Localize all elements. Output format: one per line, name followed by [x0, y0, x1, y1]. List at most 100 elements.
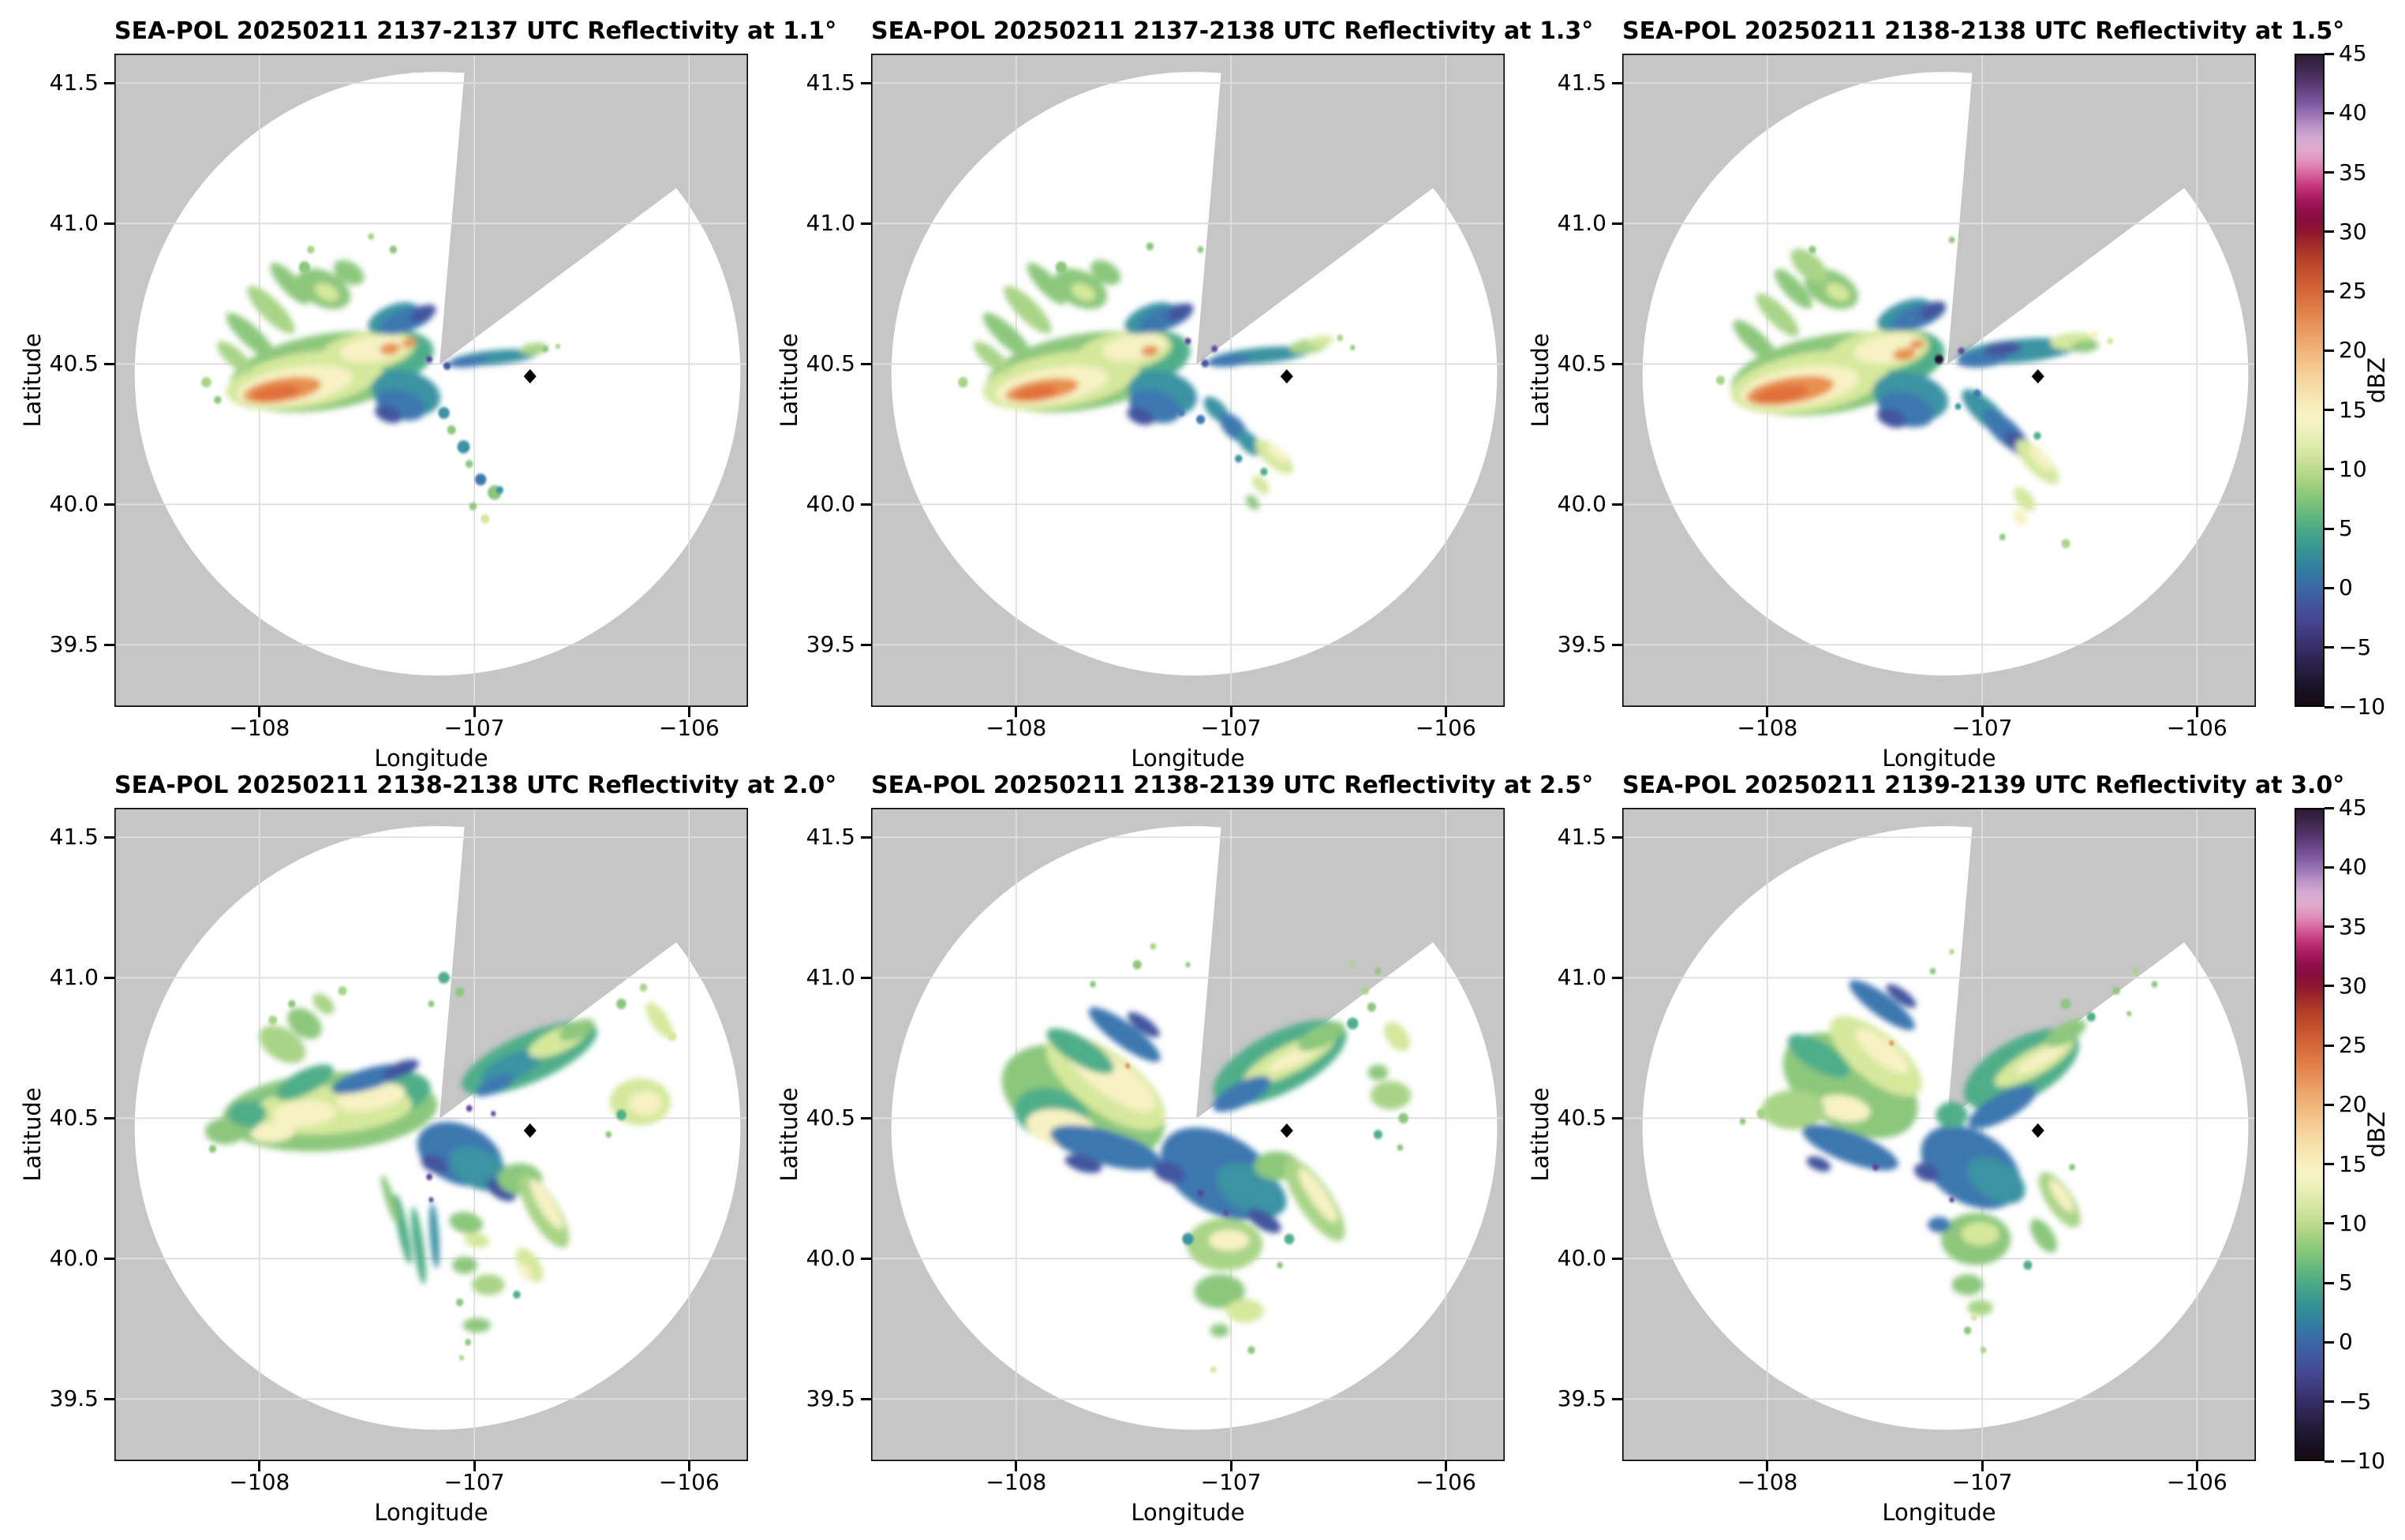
y-tick-mark — [1612, 1116, 1622, 1119]
reflectivity-echoes — [974, 260, 1334, 510]
radar-ppi-plot — [114, 54, 748, 707]
colorbar-tick-mark — [2325, 349, 2334, 352]
x-tick-mark — [1980, 1461, 1984, 1471]
colorbar-tick-label: 5 — [2339, 1269, 2353, 1296]
y-tick-label: 41.5 — [1557, 69, 1606, 96]
y-tick-label: 41.5 — [806, 824, 855, 850]
reflectivity-echoes — [1761, 980, 2086, 1316]
y-axis-label: Latitude — [776, 333, 802, 428]
y-tick-mark — [104, 1116, 114, 1119]
colorbar-tick-label: 25 — [2339, 278, 2367, 305]
colorbar-tick-label: 10 — [2339, 455, 2367, 482]
colorbar-tick-label: −5 — [2339, 634, 2372, 660]
radar-ppi-plot — [871, 54, 1505, 707]
colorbar-tick-label: 20 — [2339, 1091, 2367, 1118]
colorbar-tick-label: −10 — [2339, 693, 2386, 720]
y-tick-mark — [1612, 81, 1622, 84]
x-axis-label: Longitude — [374, 1499, 488, 1526]
y-axis-label: Latitude — [1527, 333, 1554, 428]
x-tick-label: −107 — [1200, 715, 1262, 741]
colorbar-tick-label: 15 — [2339, 1150, 2367, 1177]
y-tick-mark — [1612, 222, 1622, 225]
y-tick-mark — [104, 976, 114, 979]
colorbar-tick-mark — [2325, 468, 2334, 471]
colorbar-tick-mark — [2325, 1281, 2334, 1284]
colorbar-tick-mark — [2325, 111, 2334, 114]
site-marker-diamond — [523, 368, 537, 384]
y-tick-mark — [861, 1257, 871, 1260]
x-tick-label: −106 — [1415, 1469, 1476, 1495]
colorbar-tick-mark — [2325, 1460, 2334, 1463]
reflectivity-speckles — [208, 971, 677, 1361]
x-tick-mark — [2195, 707, 2198, 717]
radar-ppi-plot — [1622, 54, 2256, 707]
x-tick-label: −107 — [443, 1469, 505, 1495]
colorbar-tick-mark — [2325, 985, 2334, 988]
colorbar-axis-label: dBZ — [2363, 357, 2390, 404]
colorbar-tick-mark — [2325, 705, 2334, 708]
x-tick-mark — [687, 1461, 690, 1471]
y-tick-mark — [1612, 643, 1622, 646]
x-tick-mark — [1766, 707, 1769, 717]
y-tick-label: 40.5 — [806, 350, 855, 377]
y-tick-mark — [861, 222, 871, 225]
y-tick-label: 41.5 — [1557, 824, 1606, 850]
x-axis-label: Longitude — [1131, 1499, 1245, 1526]
x-tick-label: −107 — [1200, 1469, 1262, 1495]
y-tick-mark — [104, 222, 114, 225]
reflectivity-speckles — [1715, 236, 2114, 548]
y-axis-label: Latitude — [19, 333, 46, 428]
x-tick-label: −106 — [658, 715, 720, 741]
colorbar-tick-label: 0 — [2339, 574, 2353, 601]
colorbar-tick-mark — [2325, 586, 2334, 589]
panel-title: SEA-POL 20250211 2138-2138 UTC Reflectiv… — [1622, 17, 2345, 45]
x-tick-label: −108 — [1737, 1469, 1798, 1495]
x-axis-label: Longitude — [1882, 745, 1996, 772]
x-tick-mark — [1444, 707, 1447, 717]
colorbar-tick-label: 30 — [2339, 972, 2367, 999]
y-tick-mark — [861, 362, 871, 365]
x-tick-label: −106 — [2166, 715, 2227, 741]
colorbar-axis-label: dBZ — [2363, 1111, 2390, 1158]
x-tick-mark — [1015, 1461, 1018, 1471]
y-axis-label: Latitude — [19, 1087, 46, 1182]
y-tick-label: 40.5 — [49, 1105, 99, 1131]
y-tick-mark — [1612, 503, 1622, 506]
y-tick-mark — [104, 835, 114, 839]
x-tick-label: −107 — [1951, 1469, 2013, 1495]
colorbar-tick-mark — [2325, 1400, 2334, 1404]
y-tick-label: 41.0 — [806, 210, 855, 237]
colorbar-tick-label: 30 — [2339, 218, 2367, 245]
reflectivity-speckles — [201, 233, 561, 524]
x-tick-mark — [1015, 707, 1018, 717]
colorbar-tick-mark — [2325, 409, 2334, 412]
x-tick-label: −106 — [1415, 715, 1476, 741]
y-tick-label: 39.5 — [1557, 631, 1606, 658]
x-tick-mark — [1980, 707, 1984, 717]
y-tick-mark — [1612, 976, 1622, 979]
colorbar — [2295, 808, 2325, 1461]
panel-title: SEA-POL 20250211 2138-2139 UTC Reflectiv… — [871, 772, 1594, 799]
x-tick-label: −106 — [658, 1469, 720, 1495]
x-axis-label: Longitude — [1131, 745, 1245, 772]
y-tick-label: 39.5 — [806, 631, 855, 658]
colorbar-tick-mark — [2325, 1222, 2334, 1225]
y-tick-mark — [861, 835, 871, 839]
y-tick-label: 40.5 — [1557, 350, 1606, 377]
colorbar-tick-mark — [2325, 1340, 2334, 1344]
reflectivity-echoes — [204, 993, 673, 1333]
panel-title: SEA-POL 20250211 2139-2139 UTC Reflectiv… — [1622, 772, 2345, 799]
x-tick-mark — [1229, 707, 1232, 717]
y-tick-mark — [861, 976, 871, 979]
panel-title: SEA-POL 20250211 2137-2137 UTC Reflectiv… — [114, 17, 837, 45]
x-axis-label: Longitude — [1882, 1499, 1996, 1526]
radar-ppi-plot — [1622, 808, 2256, 1461]
y-tick-label: 41.0 — [1557, 964, 1606, 991]
x-tick-label: −108 — [1737, 715, 1798, 741]
x-tick-mark — [1444, 1461, 1447, 1471]
panel-title: SEA-POL 20250211 2137-2138 UTC Reflectiv… — [871, 17, 1594, 45]
y-tick-label: 40.5 — [49, 350, 99, 377]
y-tick-label: 40.0 — [1557, 1245, 1606, 1272]
y-tick-mark — [104, 81, 114, 84]
x-tick-label: −108 — [986, 1469, 1047, 1495]
